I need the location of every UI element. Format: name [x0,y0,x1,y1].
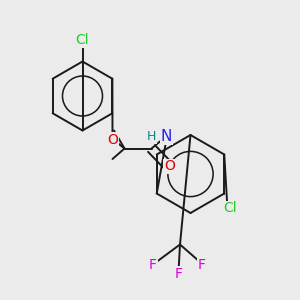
Text: Cl: Cl [224,202,237,215]
Text: N: N [161,129,172,144]
Text: F: F [198,258,206,272]
Text: O: O [107,133,118,146]
Text: F: F [149,258,157,272]
Text: H: H [147,130,156,143]
Text: F: F [175,267,182,280]
Text: O: O [164,160,175,173]
Text: Cl: Cl [76,34,89,47]
